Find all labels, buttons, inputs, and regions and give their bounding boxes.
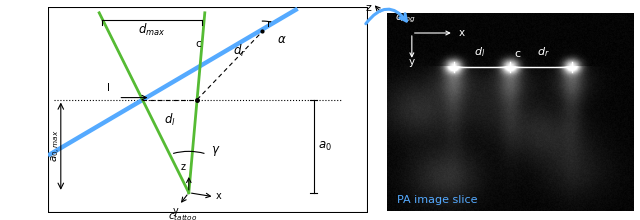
Text: y: y bbox=[409, 57, 415, 67]
Text: c: c bbox=[514, 49, 520, 59]
Text: $a_{0,max}$: $a_{0,max}$ bbox=[50, 130, 63, 163]
Text: $\alpha$: $\alpha$ bbox=[277, 33, 286, 46]
Text: PA image slice: PA image slice bbox=[397, 195, 477, 205]
Text: $d_r$: $d_r$ bbox=[538, 45, 550, 59]
Text: x: x bbox=[459, 28, 465, 38]
Text: l: l bbox=[108, 83, 110, 94]
FancyBboxPatch shape bbox=[48, 7, 368, 213]
Text: $d_r$: $d_r$ bbox=[233, 43, 246, 59]
Text: $c_{tattoo}$: $c_{tattoo}$ bbox=[168, 211, 197, 220]
Text: $a_0$: $a_0$ bbox=[319, 140, 332, 153]
Text: c: c bbox=[196, 39, 201, 49]
Text: x: x bbox=[216, 191, 221, 201]
Text: $c_{img}$: $c_{img}$ bbox=[395, 13, 416, 25]
Text: z: z bbox=[365, 3, 371, 13]
Text: y: y bbox=[173, 206, 179, 216]
FancyBboxPatch shape bbox=[387, 13, 634, 211]
Text: r: r bbox=[268, 19, 271, 29]
Text: $d_l$: $d_l$ bbox=[474, 45, 485, 59]
Text: z: z bbox=[180, 162, 186, 172]
Text: $\gamma$: $\gamma$ bbox=[211, 144, 221, 158]
Text: $d_{max}$: $d_{max}$ bbox=[138, 22, 166, 38]
Text: $d_l$: $d_l$ bbox=[164, 112, 175, 128]
